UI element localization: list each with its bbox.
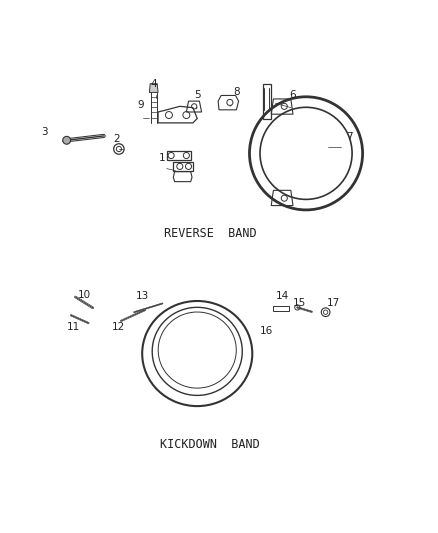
Text: 3: 3 [42, 127, 48, 138]
Text: 15: 15 [293, 298, 306, 309]
Text: REVERSE  BAND: REVERSE BAND [164, 228, 257, 240]
Text: 17: 17 [326, 298, 339, 309]
Text: 14: 14 [276, 291, 289, 301]
Text: 2: 2 [113, 134, 120, 144]
Text: 12: 12 [112, 321, 126, 332]
Text: 8: 8 [233, 87, 240, 98]
Text: 11: 11 [67, 322, 80, 333]
Text: 13: 13 [136, 291, 149, 301]
Text: 7: 7 [346, 132, 353, 142]
Text: 16: 16 [260, 326, 273, 336]
Text: KICKDOWN  BAND: KICKDOWN BAND [160, 439, 260, 451]
Circle shape [63, 136, 71, 144]
Text: 6: 6 [290, 91, 296, 100]
Text: 9: 9 [138, 100, 144, 110]
Text: 10: 10 [78, 290, 91, 300]
Text: 4: 4 [150, 79, 157, 88]
Polygon shape [149, 84, 158, 92]
Text: 5: 5 [194, 90, 201, 100]
Text: 1: 1 [159, 152, 166, 163]
